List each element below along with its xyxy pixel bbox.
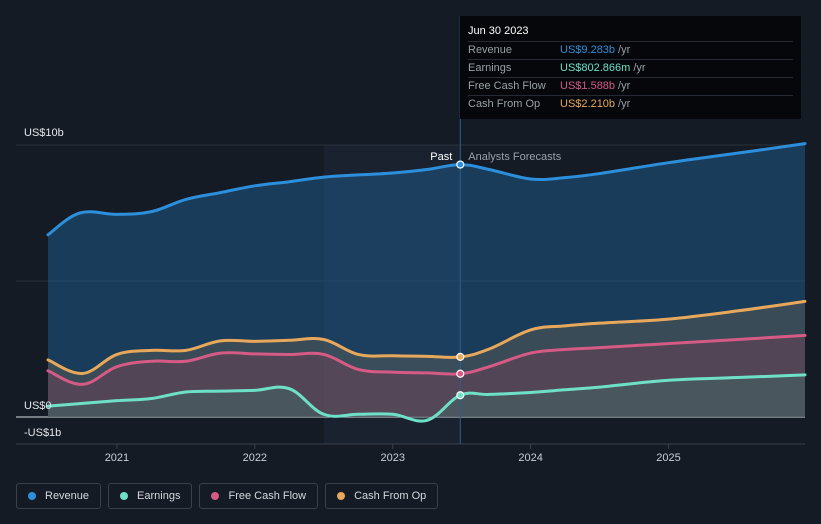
marker-earnings [456,391,465,400]
revenue-dot-icon [28,492,36,500]
legend-item-earnings[interactable]: Earnings [108,483,193,509]
legend-item-cash-from-op[interactable]: Cash From Op [325,483,439,509]
tooltip-unit: /yr [618,80,631,92]
tooltip-unit: /yr [618,44,631,56]
line-cash-from-op [46,299,807,375]
tooltip-label: Earnings [468,62,512,74]
tooltip-row-cash-from-op: Cash From Op US$2.210b /yr [468,95,793,113]
line-free-cash-flow [46,333,807,386]
tooltip-label: Free Cash Flow [468,80,546,92]
tooltip-value: US$2.210b [560,98,616,110]
line-revenue [46,142,807,237]
tooltip-row-revenue: Revenue US$9.283b /yr [468,41,793,59]
marker-cash-from-op [456,352,465,361]
area-free-cash-flow [48,335,805,417]
tooltip-unit: /yr [618,98,631,110]
x-tick-label: 2022 [243,452,267,464]
past-label: Past [430,151,452,163]
tooltip-unit: /yr [633,62,646,74]
x-tick-label: 2021 [105,452,129,464]
tooltip-row-earnings: Earnings US$802.866m /yr [468,59,793,77]
legend-label: Revenue [45,490,90,502]
marker-free-cash-flow [456,369,465,378]
tooltip-value: US$9.283b [560,44,616,56]
area-revenue [48,143,805,417]
legend-item-revenue[interactable]: Revenue [16,483,102,509]
x-tick-label: 2024 [518,452,542,464]
legend-label: Cash From Op [354,490,427,502]
legend-label: Earnings [137,490,181,502]
tooltip-date: Jun 30 2023 [468,25,529,37]
x-tick-label: 2023 [380,452,404,464]
marker-revenue [456,160,465,169]
legend: Revenue Earnings Free Cash Flow Cash Fro… [16,483,439,509]
earnings-dot-icon [120,492,129,500]
tooltip-value: US$802.866m [560,62,631,74]
x-tick-label: 2025 [656,452,680,464]
forecast-label: Analysts Forecasts [468,151,561,163]
legend-label: Free Cash Flow [228,490,307,502]
line-earnings [46,373,807,423]
tooltip-value: US$1.588b [560,80,616,92]
tooltip-panel: Jun 30 2023 Revenue US$9.283b /yr Earnin… [460,16,801,119]
area-cash-from-op [48,301,805,417]
free-cash-flow-dot-icon [211,492,220,500]
tooltip-row-free-cash-flow: Free Cash Flow US$1.588b /yr [468,77,793,95]
tooltip-label: Revenue [468,44,513,56]
y-tick-label: -US$1b [24,427,61,439]
cash-from-op-dot-icon [337,492,346,500]
legend-item-free-cash-flow[interactable]: Free Cash Flow [199,483,319,509]
tooltip-label: Cash From Op [468,98,541,110]
past-region [323,145,461,444]
y-tick-label: US$0 [24,400,52,412]
y-tick-label: US$10b [24,127,64,139]
